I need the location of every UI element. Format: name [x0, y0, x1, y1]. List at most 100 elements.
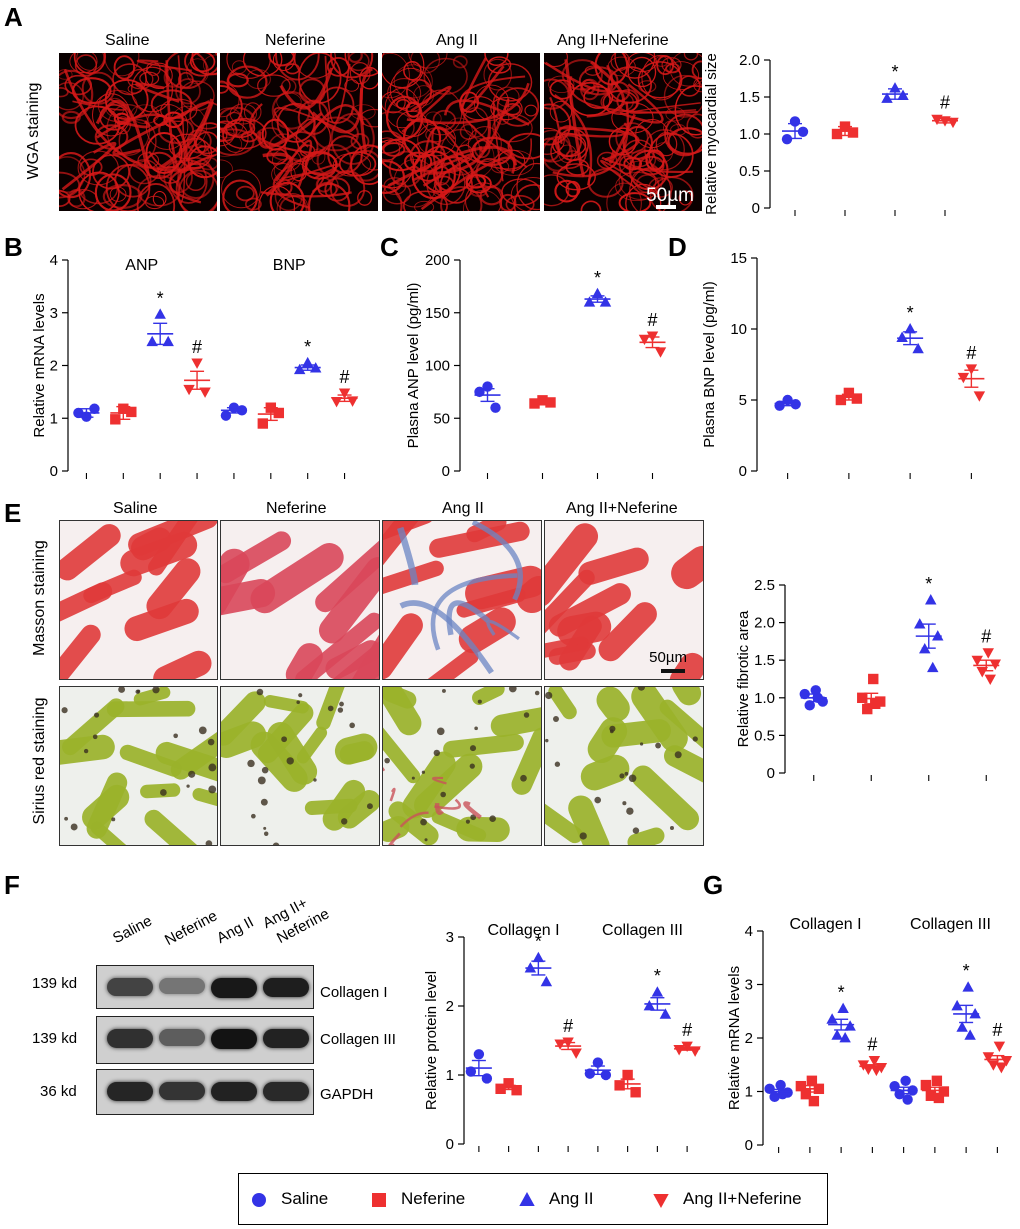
legend-marker-shape	[653, 1194, 669, 1209]
data-point	[804, 700, 815, 711]
y-axis-label: Plasna BNP level (pg/ml)	[701, 281, 718, 447]
legend: Saline Neferine Ang II Ang II+Neferine	[238, 1173, 828, 1225]
legend-marker-shape	[519, 1191, 535, 1206]
data-point	[964, 1029, 976, 1040]
y-axis-label: Relative myocardial size	[703, 53, 720, 215]
data-point	[993, 1041, 1006, 1053]
wga-staining-label: WGA staining	[25, 82, 42, 180]
data-point	[862, 1064, 875, 1076]
data-point	[902, 1094, 913, 1105]
y-tick-label: 0	[752, 200, 760, 217]
significance-mark: #	[940, 92, 950, 112]
data-point	[808, 1095, 820, 1107]
masson-image-neferine	[220, 520, 380, 680]
data-point	[110, 414, 121, 425]
y-axis-label: Plasna ANP level (pg/ml)	[405, 283, 422, 449]
significance-mark: *	[963, 961, 970, 981]
kd-label-gapdh: 36 kd	[40, 1083, 77, 1100]
y-tick-label: 15	[730, 250, 747, 267]
sirius-image-angii	[382, 686, 542, 846]
y-tick-label: 200	[425, 252, 450, 269]
data-point	[925, 1090, 937, 1101]
wga-image-saline	[59, 53, 217, 211]
data-point	[346, 396, 359, 407]
y-tick-label: 150	[425, 305, 450, 322]
panel-letter-d: D	[668, 232, 687, 262]
data-point	[900, 1075, 911, 1086]
data-point	[473, 1049, 485, 1060]
data-point	[554, 1039, 566, 1050]
data-point	[537, 395, 548, 406]
data-point	[896, 331, 908, 342]
lane-label-saline: Saline	[110, 912, 155, 947]
data-point	[570, 1048, 582, 1059]
legend-label-neferine: Neferine	[401, 1189, 466, 1208]
data-point	[481, 1073, 493, 1084]
group-title: Collagen I	[487, 922, 559, 939]
data-point	[851, 393, 863, 404]
data-point	[889, 82, 901, 93]
data-point	[775, 1079, 786, 1091]
group-label-angii-neferine-a: Ang II+Neferine	[557, 32, 669, 49]
group-title: ANP	[125, 257, 158, 274]
scale-bar-e	[661, 669, 685, 673]
data-point	[868, 1056, 881, 1067]
data-point	[583, 296, 596, 307]
masson-image-angii	[382, 520, 542, 680]
data-point	[146, 335, 158, 347]
data-point	[654, 347, 667, 358]
data-point	[837, 1002, 849, 1013]
y-tick-label: 2	[745, 1030, 753, 1047]
significance-mark: *	[891, 62, 898, 82]
data-point	[984, 674, 996, 685]
data-point	[925, 594, 937, 605]
data-point	[293, 363, 306, 375]
legend-marker-angii	[519, 1191, 535, 1206]
wga-image-angii-neferine: 50µm	[544, 53, 702, 211]
data-point	[839, 1032, 851, 1043]
data-point	[89, 403, 100, 414]
data-point	[511, 1084, 522, 1096]
y-tick-label: 100	[425, 358, 450, 375]
data-point	[976, 667, 988, 678]
data-point	[257, 418, 269, 429]
panel-letter-c: C	[380, 232, 399, 262]
group-title: Collagen I	[789, 916, 861, 933]
data-point	[904, 323, 916, 334]
data-point	[191, 358, 203, 369]
significance-mark: #	[867, 1034, 877, 1054]
data-point	[881, 92, 893, 103]
group-label-angii-a: Ang II	[436, 32, 478, 49]
blot-band	[211, 978, 257, 998]
data-point	[154, 308, 166, 319]
data-point	[220, 410, 232, 421]
y-tick-label: 1	[446, 1067, 454, 1084]
data-point	[183, 384, 195, 396]
significance-mark: #	[647, 310, 657, 330]
chart-g: 0 1 2 3 4 Relative mRNA levels Collagen I Colla…	[726, 916, 1013, 1154]
significance-mark: *	[838, 983, 845, 1003]
kd-label-collagen-i: 139 kd	[32, 975, 78, 992]
data-point	[599, 296, 612, 307]
group-label-saline-e: Saline	[113, 500, 158, 517]
scale-bar-label-a: 50µm	[646, 185, 694, 206]
data-point	[933, 1092, 945, 1104]
sirius-staining-label: Sirius red staining	[31, 697, 48, 825]
significance-mark: *	[907, 303, 914, 323]
y-tick-label: 50	[433, 410, 450, 427]
significance-mark: *	[304, 337, 311, 357]
data-point	[584, 1068, 596, 1079]
significance-mark: *	[594, 268, 601, 288]
panel-letter-g: G	[703, 870, 724, 900]
y-tick-label: 0.5	[754, 727, 775, 744]
blot-gapdh	[96, 1069, 314, 1115]
group-label-neferine-e: Neferine	[266, 500, 327, 517]
data-point	[659, 1008, 672, 1019]
y-axis-label: Relative protein level	[423, 971, 440, 1110]
panel-letter-e: E	[4, 498, 22, 528]
significance-mark: *	[925, 574, 932, 594]
data-point	[995, 1063, 1008, 1074]
masson-image-saline	[59, 520, 218, 680]
data-point	[532, 951, 545, 963]
